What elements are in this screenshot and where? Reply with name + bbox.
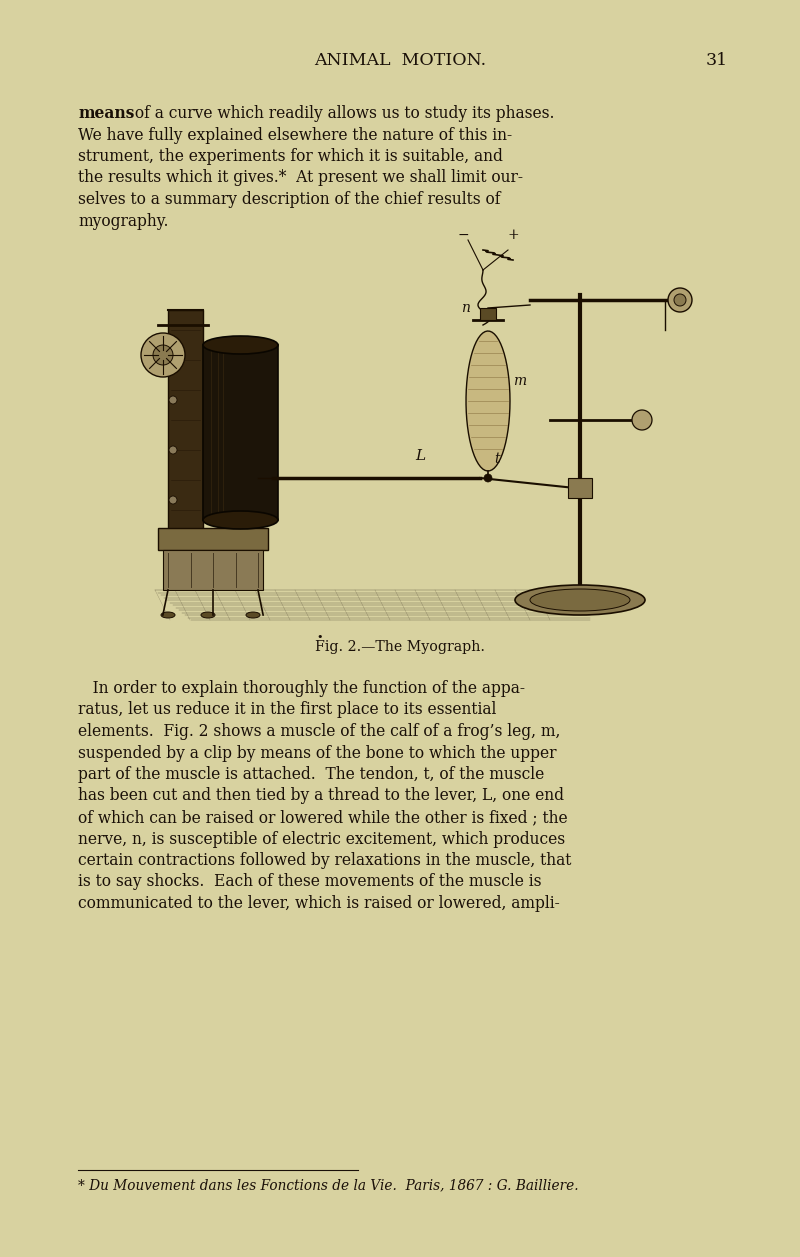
Text: n: n xyxy=(461,300,470,314)
Text: is to say shocks.  Each of these movements of the muscle is: is to say shocks. Each of these movement… xyxy=(78,874,542,890)
Text: of which can be raised or lowered while the other is fixed ; the: of which can be raised or lowered while … xyxy=(78,810,568,826)
Circle shape xyxy=(153,344,173,365)
Text: t: t xyxy=(494,453,500,466)
Circle shape xyxy=(169,336,177,344)
Text: myography.: myography. xyxy=(78,212,169,230)
Text: suspended by a clip by means of the bone to which the upper: suspended by a clip by means of the bone… xyxy=(78,744,557,762)
Circle shape xyxy=(484,474,492,481)
Bar xyxy=(158,528,268,551)
Text: +: + xyxy=(507,228,519,243)
Text: communicated to the lever, which is raised or lowered, ampli-: communicated to the lever, which is rais… xyxy=(78,895,560,913)
Circle shape xyxy=(169,446,177,454)
Bar xyxy=(568,478,592,498)
Bar xyxy=(168,310,203,579)
Text: L: L xyxy=(415,449,425,463)
Bar xyxy=(163,551,263,590)
Bar xyxy=(480,308,496,321)
Text: −: − xyxy=(457,228,469,243)
Text: We have fully explained elsewhere the nature of this in-: We have fully explained elsewhere the na… xyxy=(78,127,513,143)
Bar xyxy=(203,344,278,520)
Circle shape xyxy=(169,396,177,403)
Text: of a curve which readily allows us to study its phases.: of a curve which readily allows us to st… xyxy=(130,106,555,122)
Text: certain contractions followed by relaxations in the muscle, that: certain contractions followed by relaxat… xyxy=(78,852,572,869)
Text: •: • xyxy=(317,632,323,642)
Text: nerve, n, is susceptible of electric excitement, which produces: nerve, n, is susceptible of electric exc… xyxy=(78,831,566,847)
Ellipse shape xyxy=(203,512,278,529)
Text: the results which it gives.*  At present we shall limit our-: the results which it gives.* At present … xyxy=(78,170,523,186)
Text: In order to explain thoroughly the function of the appa-: In order to explain thoroughly the funct… xyxy=(78,680,526,696)
Ellipse shape xyxy=(515,585,645,615)
Circle shape xyxy=(141,333,185,377)
Text: selves to a summary description of the chief results of: selves to a summary description of the c… xyxy=(78,191,501,207)
Text: 31: 31 xyxy=(706,52,728,69)
Ellipse shape xyxy=(161,612,175,618)
Ellipse shape xyxy=(201,612,215,618)
Polygon shape xyxy=(466,331,510,471)
Text: means: means xyxy=(78,106,134,122)
Text: part of the muscle is attached.  The tendon, t, of the muscle: part of the muscle is attached. The tend… xyxy=(78,766,545,783)
Circle shape xyxy=(674,294,686,305)
Text: ANIMAL  MOTION.: ANIMAL MOTION. xyxy=(314,52,486,69)
Ellipse shape xyxy=(246,612,260,618)
Text: * Du Mouvement dans les Fonctions de la Vie.  Paris, 1867 : G. Bailliere.: * Du Mouvement dans les Fonctions de la … xyxy=(78,1178,579,1192)
Text: has been cut and then tied by a thread to the lever, L, one end: has been cut and then tied by a thread t… xyxy=(78,787,565,804)
Circle shape xyxy=(169,497,177,504)
Text: elements.  Fig. 2 shows a muscle of the calf of a frog’s leg, m,: elements. Fig. 2 shows a muscle of the c… xyxy=(78,723,561,740)
Text: m: m xyxy=(513,375,526,388)
Circle shape xyxy=(632,410,652,430)
Text: ratus, let us reduce it in the first place to its essential: ratus, let us reduce it in the first pla… xyxy=(78,701,497,719)
Ellipse shape xyxy=(530,590,630,611)
Text: Fig. 2.—The Myograph.: Fig. 2.—The Myograph. xyxy=(315,640,485,654)
Text: strument, the experiments for which it is suitable, and: strument, the experiments for which it i… xyxy=(78,148,503,165)
Circle shape xyxy=(668,288,692,312)
Ellipse shape xyxy=(203,336,278,354)
